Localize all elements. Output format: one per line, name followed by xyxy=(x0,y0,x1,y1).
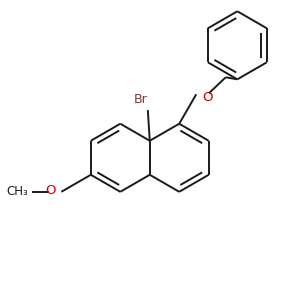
Text: Br: Br xyxy=(134,93,148,106)
Text: O: O xyxy=(45,184,56,197)
Text: O: O xyxy=(202,91,213,104)
Text: CH₃: CH₃ xyxy=(7,185,28,198)
